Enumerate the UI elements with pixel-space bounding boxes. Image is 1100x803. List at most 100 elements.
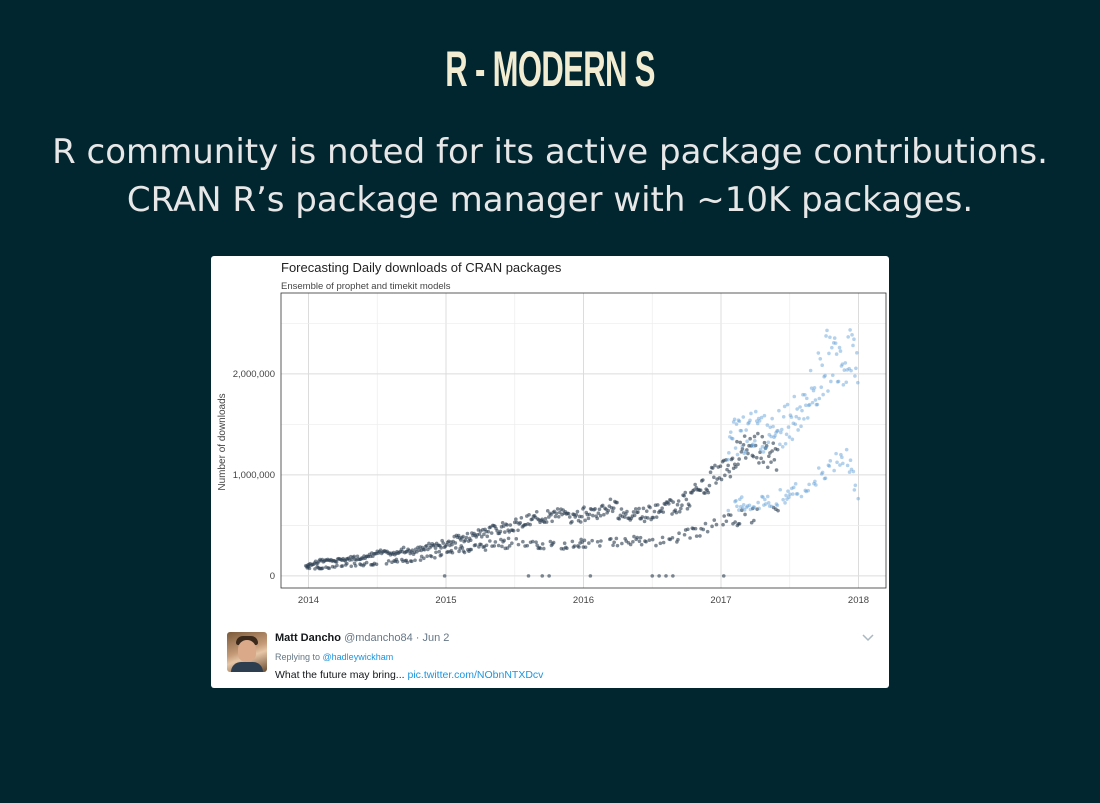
forecast-point [775,503,780,508]
actual-point [437,549,442,554]
actual-point [418,558,423,562]
actual-point [654,543,658,548]
forecast-point [855,351,859,355]
actual-point [505,523,509,527]
actual-point [737,457,741,461]
forecast-point [737,419,742,424]
actual-point [586,516,591,521]
forecast-point [819,385,824,390]
actual-point [708,470,713,475]
forecast-point [766,500,771,505]
actual-point [590,538,594,543]
forecast-point [772,435,776,440]
forecast-point [732,417,737,422]
forecast-point [783,441,788,446]
forecast-point [788,492,792,497]
tweet-author[interactable]: Matt Dancho [275,632,341,644]
forecast-point [828,459,833,463]
actual-point [384,562,389,566]
actual-point [693,482,697,487]
actual-point [750,506,755,511]
forecast-point [780,444,785,449]
tweet[interactable]: Matt Dancho @mdancho84 · Jun 2 Replying … [211,626,889,688]
actual-point [540,574,545,578]
actual-point [464,535,469,540]
chevron-down-icon[interactable] [861,630,875,644]
actual-point [526,574,531,578]
actual-point [721,574,726,578]
forecast-point [735,504,739,509]
forecast-point [835,460,839,465]
forecast-point [800,408,804,413]
forecast-point [791,421,796,426]
forecast-point [824,334,828,338]
actual-point [353,564,358,568]
forecast-point [810,400,815,405]
forecast-point [774,502,779,506]
grid-lines [281,293,886,588]
actual-point [635,535,640,540]
forecast-point [808,368,813,373]
actual-point [625,509,629,514]
tweet-pic-link[interactable]: pic.twitter.com/NObnNTXDcv [407,669,544,681]
actual-point [615,500,619,505]
actual-point [712,475,716,480]
actual-point [683,490,688,495]
forecast-point [823,373,827,378]
actual-point [355,554,360,559]
actual-point [692,488,696,492]
forecast-point [756,416,761,421]
forecast-point [769,434,773,439]
actual-point [587,541,591,545]
forecast-point [815,402,820,407]
actual-point [769,460,773,464]
actual-point [714,481,718,485]
forecast-point [804,403,808,408]
tweet-card[interactable]: Forecasting Daily downloads of CRAN pack… [211,256,889,688]
avatar[interactable] [227,632,267,672]
actual-point [556,514,561,519]
x-tick-label: 2017 [710,595,731,606]
actual-point [488,539,492,543]
actual-point [719,477,724,482]
actual-point [631,510,636,514]
forecast-point [787,435,792,439]
actual-point [739,450,744,454]
forecast-point [764,445,769,449]
forecast-point [781,497,785,502]
actual-point [320,566,325,570]
actual-point [651,515,656,520]
chart-title: Forecasting Daily downloads of CRAN pack… [281,260,562,275]
actual-point [593,507,597,511]
reply-mention-link[interactable]: @hadleywickham [322,652,394,662]
forecast-point [739,495,744,499]
avatar-face [238,640,256,662]
actual-point [425,554,429,558]
actual-point [701,527,706,532]
actual-point [703,491,707,495]
actual-point [434,550,438,555]
actual-point [441,541,446,545]
actual-point [640,515,645,519]
actual-point [759,456,763,461]
actual-point [349,564,354,569]
actual-point [742,434,747,438]
forecast-point [852,488,857,492]
actual-point [575,509,580,514]
actual-point [422,548,427,552]
forecast-point [795,492,800,496]
actual-point [610,509,615,514]
axis-ticks: 2014 2015 2016 2017 2018 0 1,000,000 2,000,000 [233,369,869,606]
actual-point [682,532,687,537]
actual-point [612,540,616,545]
actual-point [733,520,737,524]
forecast-point [805,396,809,401]
forecast-point [841,383,846,387]
actual-point [498,529,503,534]
subtitle-line-1: R community is noted for its active pack… [52,132,1048,172]
tweet-handle-date[interactable]: @mdancho84 · Jun 2 [344,632,450,644]
actual-point [738,440,743,445]
actual-point [477,532,482,536]
forecast-point [811,388,816,393]
forecast-point [814,483,818,487]
